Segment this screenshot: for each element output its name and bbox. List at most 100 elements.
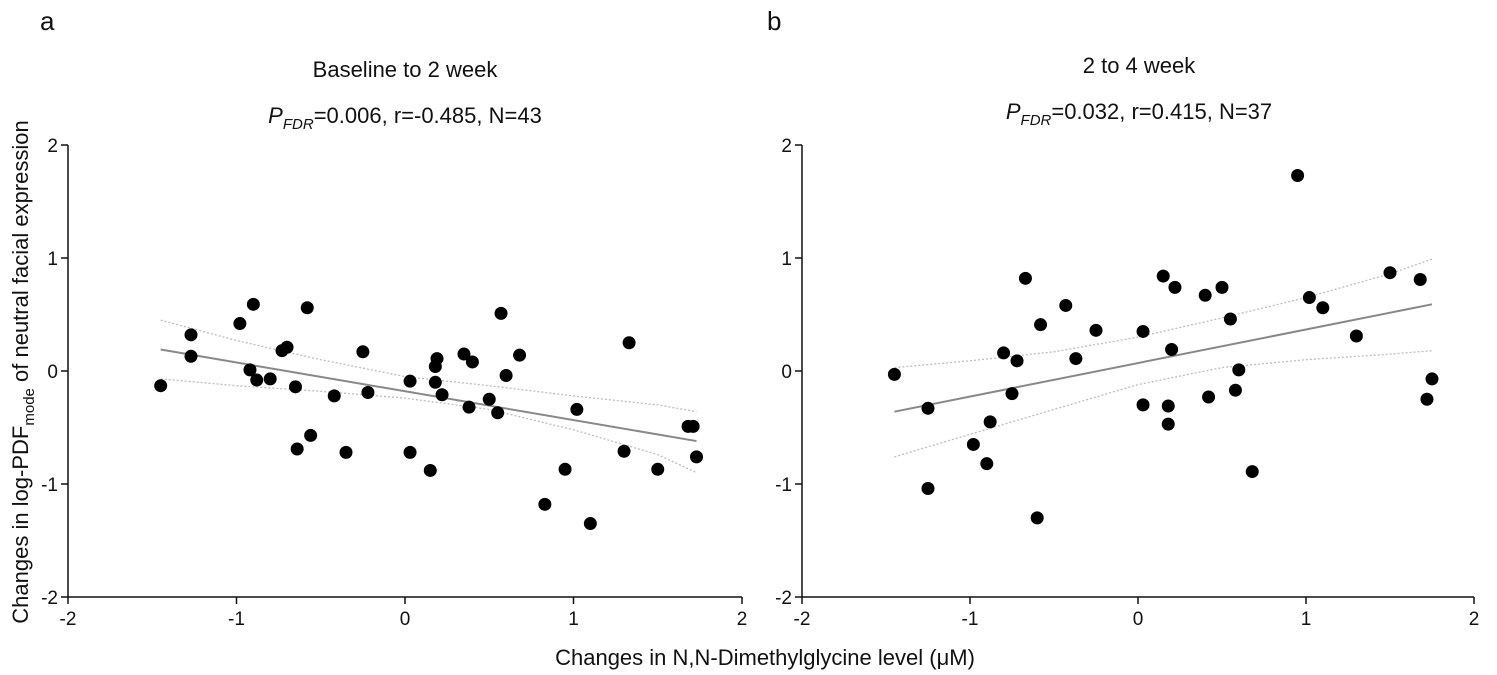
panel-b-data-point (1005, 387, 1019, 401)
panel-a-data-point (233, 317, 247, 331)
panel-a: a Baseline to 2 week PFDR=0.006, r=-0.48… (40, 6, 747, 630)
panel-a-y-tick-label: -1 (41, 475, 58, 496)
panel-b-data-point (1245, 465, 1259, 479)
panel-a-p-subscript: FDR (283, 116, 314, 133)
panel-a-data-point (300, 301, 314, 315)
panel-b-data-point (1215, 280, 1229, 294)
panel-a-y-tick-label: -2 (41, 588, 58, 609)
y-axis-label: Changes in log-PDFmode of neutral facial… (8, 120, 38, 623)
panel-a-data-point (154, 379, 168, 393)
panel-b-data-point (1010, 354, 1024, 368)
panel-b-data-point (1198, 288, 1212, 302)
panel-b-stat-values: =0.032, r=0.415, N=37 (1051, 99, 1272, 124)
panel-a-data-point (304, 428, 318, 442)
panel-a-data-point (435, 388, 449, 402)
panel-b-data-point (980, 457, 994, 471)
panel-a-data-point (184, 349, 198, 363)
panel-a-data-point (617, 444, 631, 458)
panel-a-data-point (538, 497, 552, 511)
panel-b-data-point (1034, 318, 1048, 332)
panel-b-data-point (983, 415, 997, 429)
panel-a-data-point (403, 374, 417, 388)
panel-a-data-point (423, 463, 437, 477)
panel-b-data-point (1161, 417, 1175, 431)
panel-a-data-point (184, 328, 198, 342)
panel-a-data-point (290, 442, 304, 456)
panel-b-data-point (1383, 266, 1397, 280)
panel-b-fit-line (894, 303, 1433, 413)
y-axis-label-suffix: of neutral facial expression (8, 120, 33, 388)
panel-a-data-point (428, 375, 442, 389)
panel-b-y-tick-label: 2 (781, 136, 792, 157)
panel-label-b: b (767, 6, 781, 36)
panel-b-ci-upper (894, 258, 1433, 369)
panel-b-data-point (1413, 272, 1427, 286)
panel-a-stats: PFDR=0.006, r=-0.485, N=43 (268, 103, 542, 133)
panel-a-data-point (327, 389, 341, 403)
panel-a-title: Baseline to 2 week (313, 57, 499, 82)
panel-b-data-point (1161, 399, 1175, 413)
panel-a-y-tick-label: 2 (47, 136, 58, 157)
panel-a-data-point (513, 348, 527, 362)
panel-a-data-point (651, 462, 665, 476)
panel-b-data-point (1232, 363, 1246, 377)
panel-a-data-point (243, 363, 257, 377)
panel-b-stats: PFDR=0.032, r=0.415, N=37 (1006, 99, 1272, 129)
panel-a-data-point (246, 297, 260, 311)
panel-b-data-point (887, 367, 901, 381)
panel-a-x-tick-label: 0 (400, 609, 411, 630)
panel-a-data-point (482, 392, 496, 406)
panel-a-data-point (356, 345, 370, 359)
panel-a-x-tick-label: -2 (60, 609, 77, 630)
panel-b-plot: -2 -1 0 1 2 -2 -1 0 1 2 (775, 136, 1479, 630)
panel-b-data-point (1202, 390, 1216, 404)
panel-b-data-point (1349, 329, 1363, 343)
panel-a-data-point (339, 445, 353, 459)
panel-a-data-point (280, 340, 294, 354)
panel-b-data-point (1168, 280, 1182, 294)
panel-b-data-point (1316, 301, 1330, 315)
panel-a-x-tick-label: -1 (228, 609, 245, 630)
panel-a-x-tick-label: 2 (737, 609, 748, 630)
panel-a-data-point (570, 402, 584, 416)
panel-b-data-point (1136, 398, 1150, 412)
panel-b-data-point (997, 346, 1011, 360)
panel-b-y-tick-label: 1 (781, 249, 792, 270)
panel-a-data-point (250, 373, 264, 387)
panel-b-data-point (1156, 269, 1170, 283)
panel-b-data-point (1059, 298, 1073, 312)
panel-b-data-point (966, 437, 980, 451)
panel-b-y-tick-label: 0 (781, 362, 792, 383)
panel-b-x-tick-label: -2 (794, 609, 811, 630)
panel-b-title: 2 to 4 week (1083, 53, 1197, 78)
y-axis-label-subscript: mode (21, 388, 38, 426)
panel-a-data-point (430, 352, 444, 366)
panel-a-data-point (499, 369, 513, 383)
y-axis-label-prefix: Changes in log-PDF (8, 426, 33, 624)
panel-b-data-point (1425, 372, 1439, 386)
panel-b-data-point (1165, 343, 1179, 357)
panel-b-data-point (1089, 323, 1103, 337)
panel-b-data-point (1420, 392, 1434, 406)
panel-a-data-point (690, 450, 704, 464)
panel-a-data-point (583, 517, 597, 531)
panel-a-data-point (491, 406, 505, 420)
panel-b-x-tick-label: 2 (1469, 609, 1480, 630)
panel-a-plot: -2 -1 0 1 2 -2 -1 0 1 2 (41, 136, 747, 630)
panel-b-y-tick-label: -1 (775, 475, 792, 496)
panel-a-data-point (263, 372, 277, 386)
panel-a-data-point (462, 400, 476, 414)
panel-b-ci-lower (894, 350, 1433, 458)
panel-b-data-point (1291, 169, 1305, 183)
panel-b-x-tick-label: -1 (962, 609, 979, 630)
panel-a-y-tick-label: 0 (47, 362, 58, 383)
panel-b-data-point (1069, 352, 1083, 366)
panel-b-data-point (1223, 312, 1237, 326)
panel-a-data-point (494, 306, 508, 320)
panel-label-a: a (40, 6, 55, 36)
panel-b-data-point (1228, 383, 1242, 397)
panel-a-y-tick-label: 1 (47, 249, 58, 270)
panel-b-p-subscript: FDR (1021, 112, 1052, 129)
x-axis-label: Changes in N,N-Dimethylglycine level (μM… (555, 645, 975, 670)
